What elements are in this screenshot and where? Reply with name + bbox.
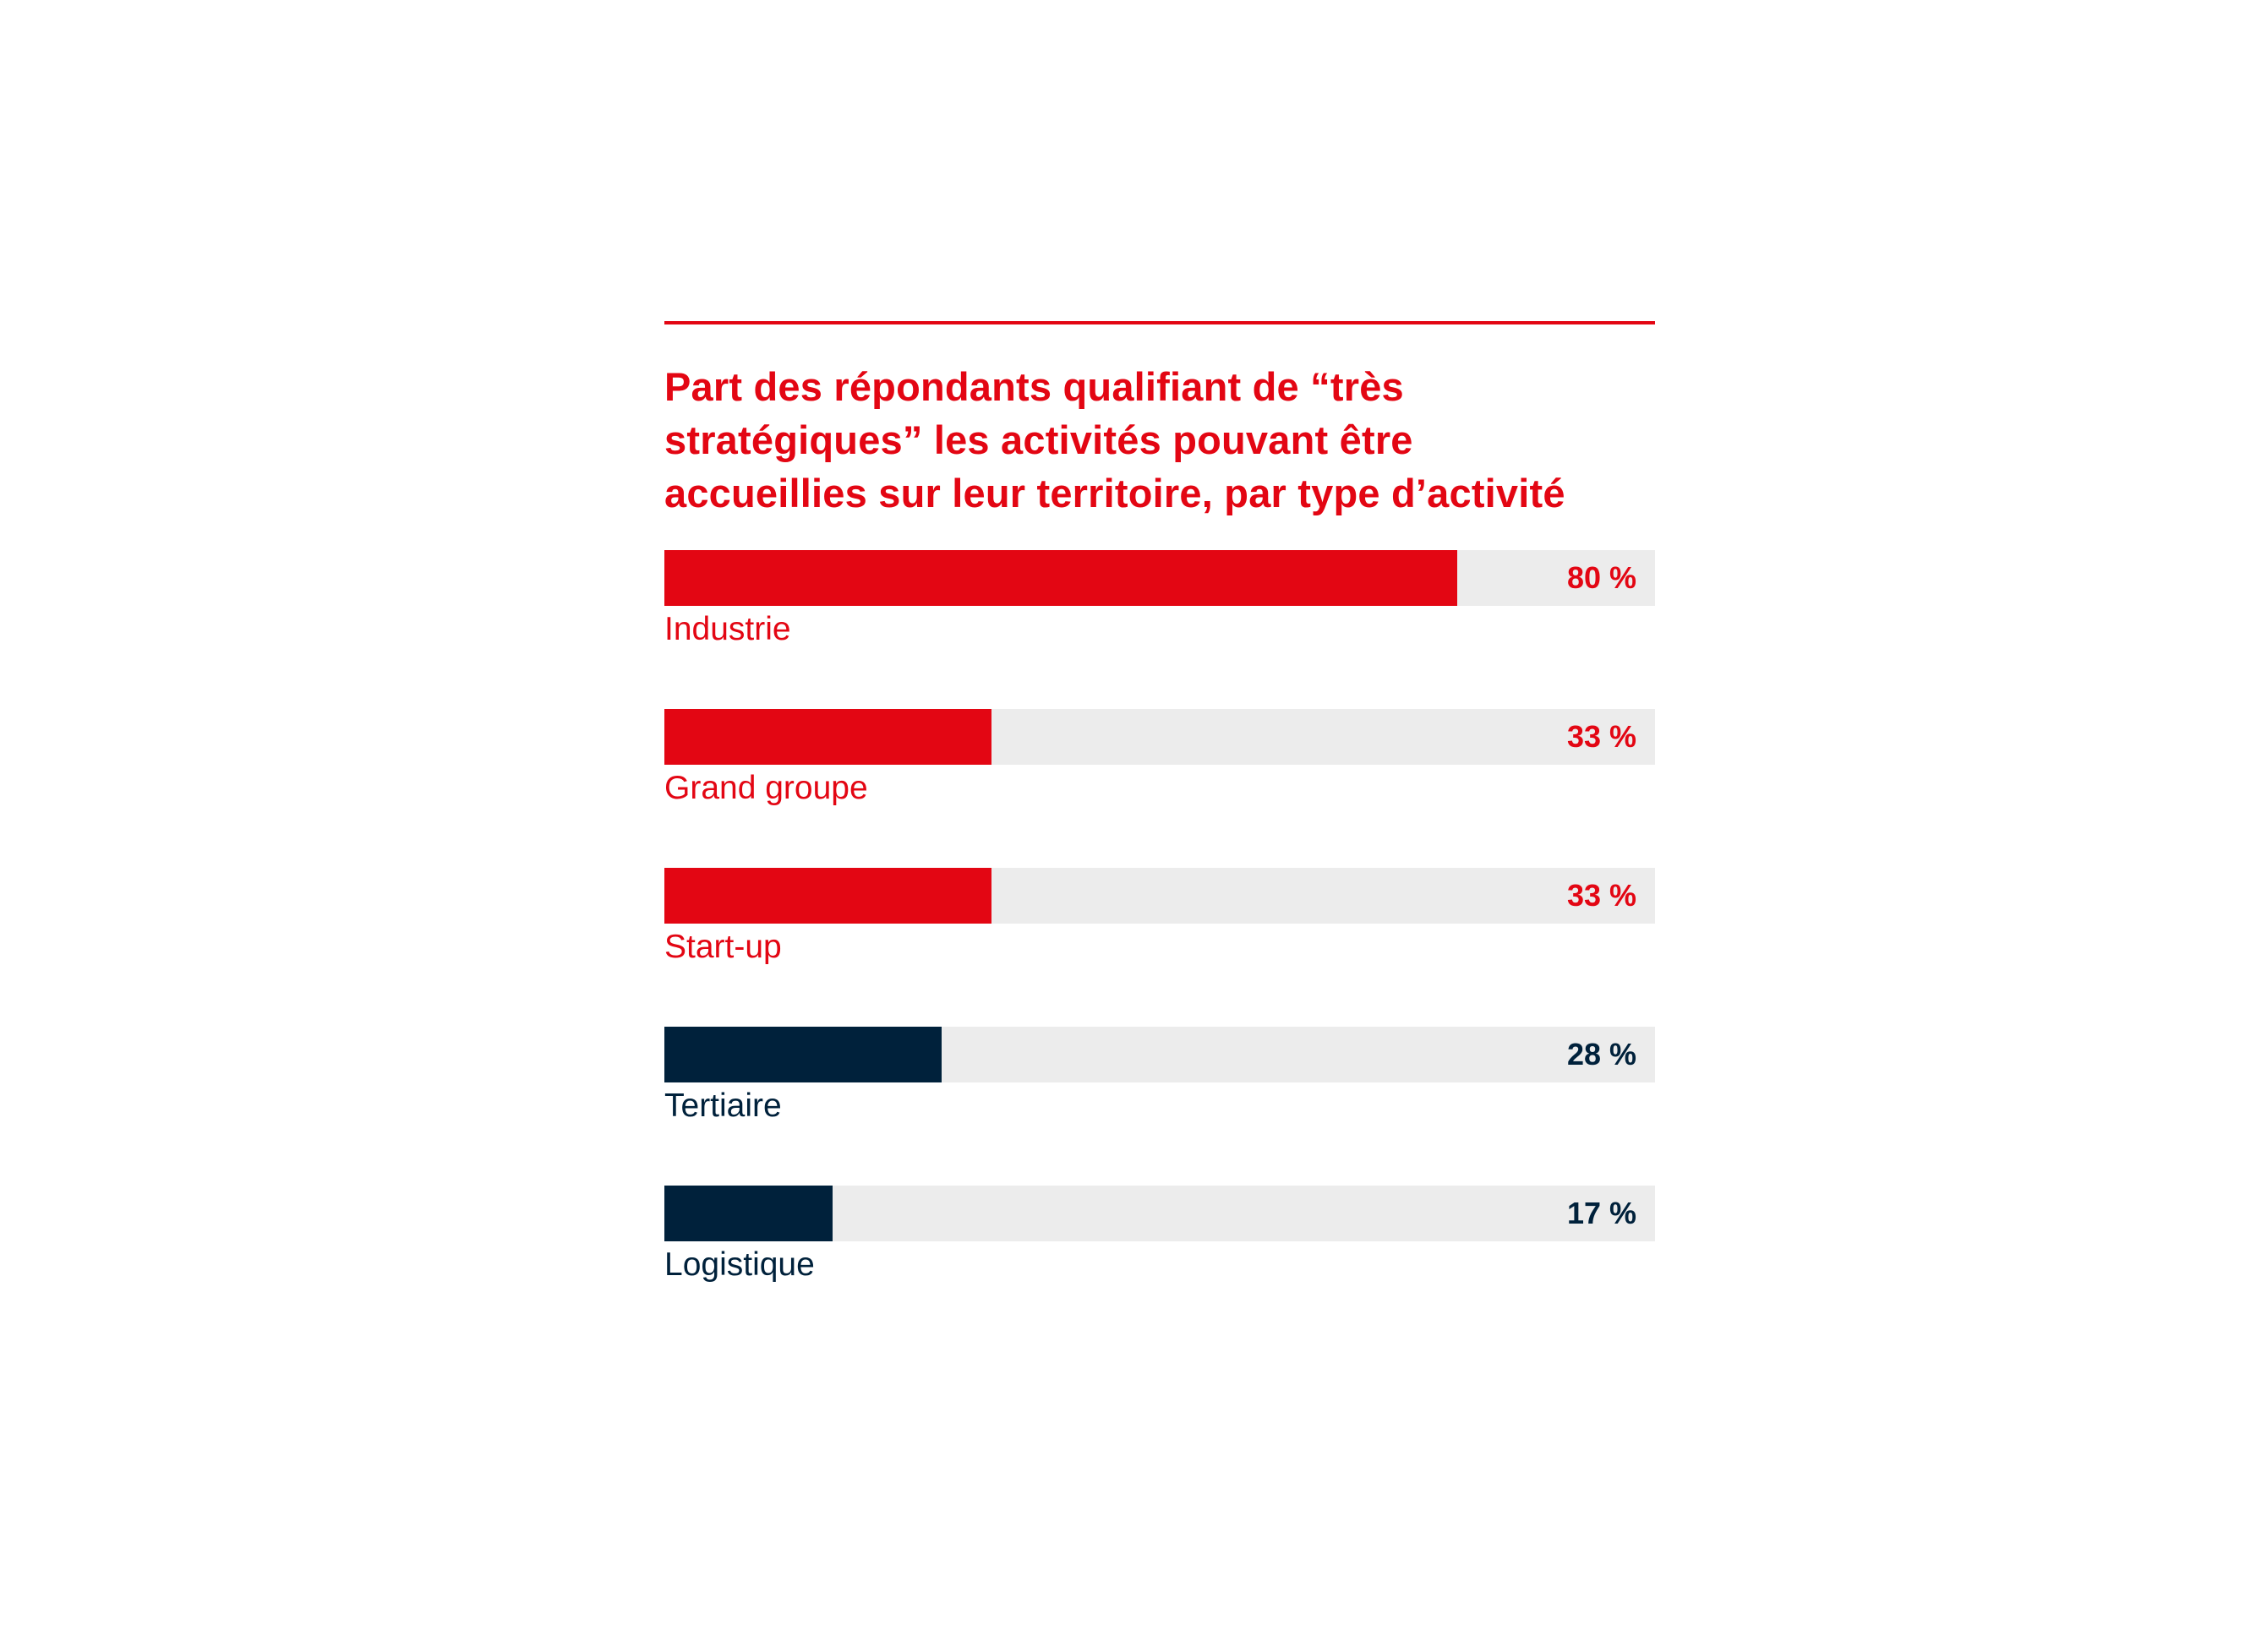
chart-title: Part des répondants qualifiant de “très … — [664, 360, 1655, 520]
title-rule — [664, 321, 1655, 324]
bar — [664, 868, 991, 924]
category-label: Logistique — [664, 1246, 815, 1283]
chart-title-line: Part des répondants qualifiant de “très — [664, 364, 1404, 409]
category-label: Tertiaire — [664, 1088, 782, 1124]
bar-value-label: 17 % — [1566, 1196, 1636, 1230]
bar — [664, 1186, 833, 1241]
bar-value-label: 28 % — [1566, 1037, 1636, 1071]
category-label: Grand groupe — [664, 770, 868, 806]
bar-track: 33 % — [664, 868, 1655, 924]
bar-track: 17 % — [664, 1186, 1655, 1241]
category-label: Start-up — [664, 929, 782, 965]
bar-chart: Part des répondants qualifiant de “très … — [664, 321, 1655, 1283]
chart-title-line: stratégiques” les activités pouvant être — [664, 417, 1413, 462]
bar-track: 33 % — [664, 709, 1655, 765]
bar — [664, 1027, 942, 1082]
bar-track: 28 % — [664, 1027, 1655, 1082]
bar-value-label: 33 % — [1566, 719, 1636, 754]
bar-value-label: 33 % — [1566, 878, 1636, 913]
bar — [664, 550, 1457, 606]
bar — [664, 709, 991, 765]
chart-title-line: accueillies sur leur territoire, par typ… — [664, 471, 1565, 515]
bar-value-label: 80 % — [1566, 560, 1636, 595]
bar-track: 80 % — [664, 550, 1655, 606]
category-label: Industrie — [664, 611, 791, 647]
